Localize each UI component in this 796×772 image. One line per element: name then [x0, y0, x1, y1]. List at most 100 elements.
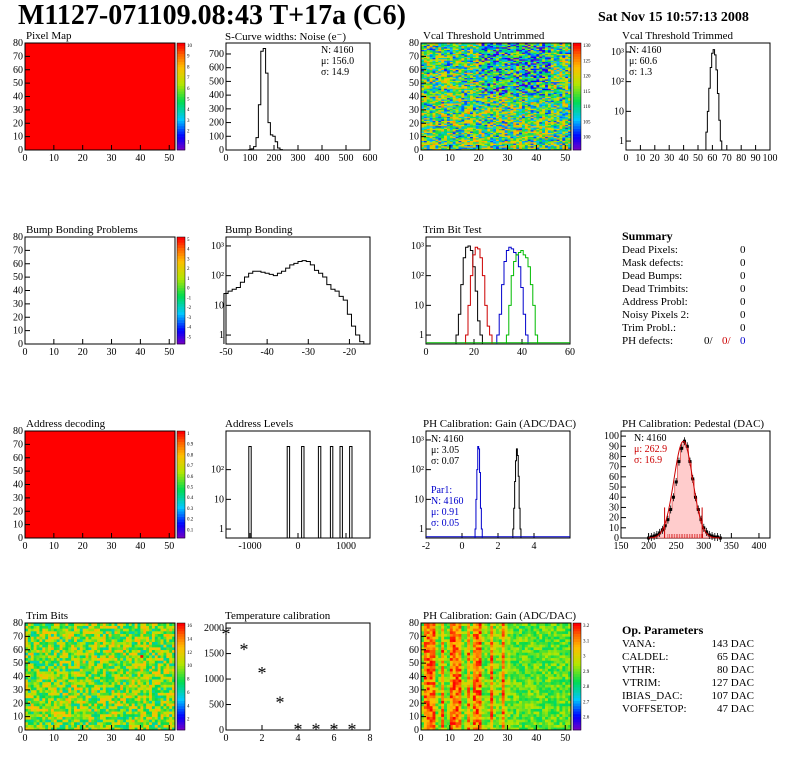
- heatmap-cell: [444, 137, 448, 140]
- x-tick-label: 90: [751, 153, 761, 164]
- heatmap-cell: [421, 145, 425, 148]
- heatmap-cell: [547, 115, 552, 117]
- heatmap-cell: [530, 49, 534, 52]
- heatmap-cell: [461, 100, 465, 103]
- heatmap-cell: [25, 633, 29, 637]
- heatmap-cell: [556, 111, 560, 113]
- heatmap-cell: [481, 68, 485, 71]
- stat-line: N: 4160: [431, 434, 464, 445]
- heatmap-cell: [498, 131, 503, 133]
- heatmap-cell: [490, 143, 494, 145]
- heatmap-cell: [449, 51, 454, 53]
- heatmap-cell: [478, 56, 482, 59]
- heatmap-cell: [472, 108, 477, 111]
- heatmap-cell: [536, 43, 540, 45]
- heatmap-cell: [478, 147, 482, 149]
- heatmap-cell: [432, 91, 436, 93]
- heatmap-cell: [496, 79, 500, 81]
- heatmap-cell: [435, 96, 439, 99]
- heatmap-cell: [513, 148, 517, 151]
- heatmap-cell: [542, 92, 546, 95]
- heatmap-cell: [536, 76, 540, 79]
- heatmap-cell: [510, 88, 514, 91]
- heatmap-cell: [519, 63, 523, 65]
- heatmap-cell: [553, 139, 557, 141]
- heatmap-cell: [467, 71, 471, 73]
- heatmap-cell: [496, 123, 500, 125]
- palette-segment: [177, 53, 185, 57]
- heatmap-cell: [490, 84, 494, 87]
- heatmap-cell: [441, 121, 445, 124]
- heatmap-cell: [461, 87, 465, 89]
- heatmap-cell: [461, 108, 465, 111]
- heatmap-cell: [516, 43, 520, 45]
- heatmap-cell: [521, 143, 526, 145]
- heatmap-cell: [527, 119, 531, 121]
- heatmap-cell: [484, 139, 488, 141]
- heatmap-cell: [449, 72, 454, 75]
- heatmap-cell: [547, 116, 552, 119]
- heatmap-cell: [553, 85, 557, 88]
- heatmap-cell: [30, 641, 34, 645]
- heatmap-cell: [426, 99, 430, 101]
- heatmap-cell: [444, 107, 448, 109]
- heatmap-cell: [435, 95, 439, 97]
- heatmap-cell: [547, 71, 552, 73]
- heatmap-cell: [507, 133, 511, 136]
- heatmap-cell: [470, 48, 474, 50]
- heatmap-cell: [478, 73, 482, 76]
- heatmap-cell: [542, 68, 546, 71]
- address-decoding-chart: 0 10 20 30 40 50010203040506070800.10.20.30.4…: [13, 426, 194, 552]
- heatmap-cell: [562, 139, 566, 141]
- heatmap-cell: [467, 85, 471, 88]
- heatmap-cell: [25, 727, 29, 731]
- heatmap-cell: [421, 120, 425, 123]
- heatmap-cell: [513, 129, 517, 132]
- heatmap-cell: [426, 112, 430, 115]
- heatmap-cell: [530, 48, 534, 50]
- heatmap-cell: [446, 100, 451, 103]
- heatmap-cell: [556, 132, 560, 135]
- heatmap-cell: [30, 655, 34, 659]
- heatmap-cell: [496, 87, 500, 89]
- y-tick-label: 1: [219, 330, 224, 341]
- x-tick-label: 30: [107, 347, 117, 358]
- heatmap-cell: [472, 84, 477, 87]
- heatmap-cell: [556, 143, 560, 145]
- heatmap-cell: [467, 133, 471, 136]
- heatmap-cell: [432, 52, 436, 54]
- heatmap-cell: [510, 123, 514, 125]
- heatmap-cell: [432, 77, 436, 80]
- heatmap-cell: [519, 125, 523, 128]
- heatmap-cell: [530, 124, 534, 127]
- heatmap-cell: [478, 80, 482, 83]
- heatmap-cell: [33, 687, 37, 691]
- heatmap-cell: [507, 84, 511, 87]
- heatmap-cell: [472, 139, 477, 141]
- heatmap-cell: [484, 108, 488, 111]
- heatmap-cell: [487, 119, 491, 121]
- heatmap-cell: [553, 107, 557, 109]
- heatmap-cell: [553, 141, 557, 144]
- heatmap-cell: [470, 67, 474, 69]
- heatmap-cell: [429, 104, 433, 107]
- palette-segment: [177, 245, 185, 248]
- heatmap-cell: [565, 125, 569, 128]
- heatmap-cell: [455, 141, 459, 144]
- heatmap-cell: [33, 623, 37, 626]
- heatmap-cell: [449, 47, 454, 49]
- stat-line: σ: 0.07: [431, 456, 459, 467]
- heatmap-cell: [446, 68, 451, 71]
- heatmap-cell: [550, 81, 554, 84]
- heatmap-cell: [487, 127, 491, 129]
- heatmap-cell: [36, 724, 40, 728]
- heatmap-cell: [458, 140, 462, 143]
- palette-segment: [177, 253, 185, 257]
- heatmap-cell: [435, 107, 439, 109]
- heatmap-cell: [565, 99, 569, 101]
- heatmap-cell: [481, 135, 485, 137]
- heatmap-cell: [510, 96, 514, 99]
- heatmap-cell: [464, 101, 468, 104]
- heatmap-cell: [458, 55, 462, 57]
- heatmap-cell: [496, 131, 500, 133]
